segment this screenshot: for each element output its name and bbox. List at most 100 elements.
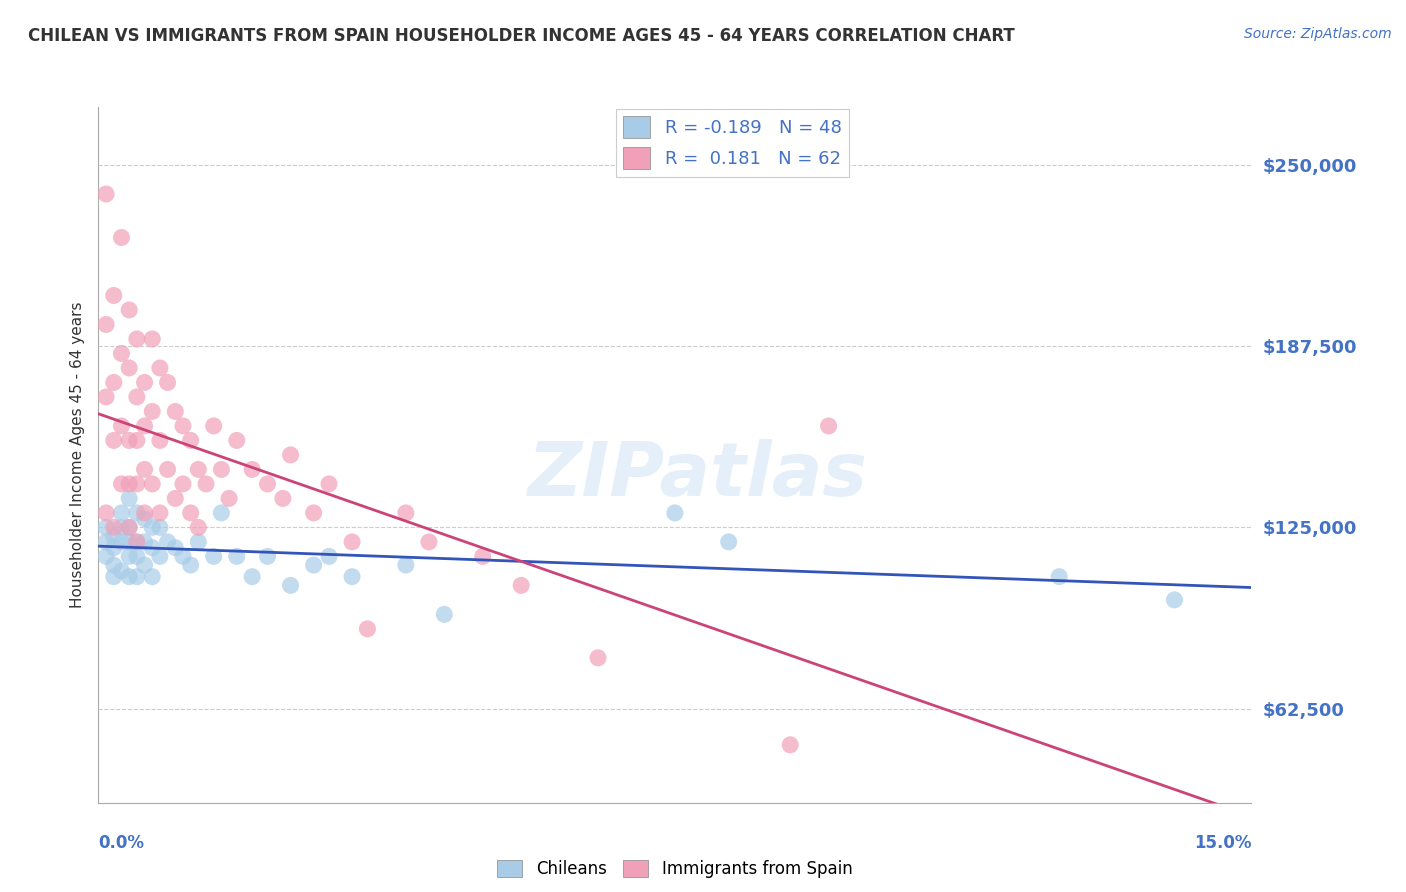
Point xyxy=(103,570,125,584)
Point xyxy=(125,476,148,491)
Point xyxy=(94,318,117,332)
Point xyxy=(1047,570,1070,584)
Point xyxy=(141,541,163,555)
Point xyxy=(134,418,156,433)
Point xyxy=(118,434,141,448)
Point xyxy=(118,302,141,317)
Point xyxy=(149,434,172,448)
Point xyxy=(110,346,132,360)
Point xyxy=(110,506,132,520)
Point xyxy=(340,570,363,584)
Text: CHILEAN VS IMMIGRANTS FROM SPAIN HOUSEHOLDER INCOME AGES 45 - 64 YEARS CORRELATI: CHILEAN VS IMMIGRANTS FROM SPAIN HOUSEHO… xyxy=(28,27,1015,45)
Point xyxy=(318,549,340,564)
Point xyxy=(172,549,194,564)
Point xyxy=(141,520,163,534)
Point xyxy=(172,418,194,433)
Point xyxy=(271,491,294,506)
Point xyxy=(240,462,263,476)
Point xyxy=(302,506,325,520)
Point xyxy=(149,520,172,534)
Point xyxy=(395,558,418,573)
Point xyxy=(125,390,148,404)
Point xyxy=(118,491,141,506)
Point xyxy=(156,534,179,549)
Point xyxy=(471,549,494,564)
Point xyxy=(125,434,148,448)
Y-axis label: Householder Income Ages 45 - 64 years: Householder Income Ages 45 - 64 years xyxy=(69,301,84,608)
Point xyxy=(141,332,163,346)
Point xyxy=(180,434,202,448)
Point xyxy=(817,418,839,433)
Point xyxy=(202,418,225,433)
Point xyxy=(94,534,117,549)
Point xyxy=(118,520,141,534)
Point xyxy=(717,534,740,549)
Point xyxy=(118,360,141,375)
Point xyxy=(118,520,141,534)
Point xyxy=(195,476,218,491)
Point xyxy=(134,511,156,525)
Point xyxy=(225,434,247,448)
Text: 0.0%: 0.0% xyxy=(98,834,145,852)
Point xyxy=(156,376,179,390)
Point xyxy=(280,448,302,462)
Point xyxy=(94,187,117,202)
Point xyxy=(225,549,247,564)
Point xyxy=(149,360,172,375)
Point xyxy=(118,549,141,564)
Point xyxy=(94,506,117,520)
Point xyxy=(209,506,232,520)
Point xyxy=(1163,592,1185,607)
Point xyxy=(141,404,163,418)
Point xyxy=(209,462,232,476)
Point xyxy=(134,558,156,573)
Legend: R = -0.189   N = 48, R =  0.181   N = 62: R = -0.189 N = 48, R = 0.181 N = 62 xyxy=(616,109,849,177)
Point xyxy=(125,534,148,549)
Point xyxy=(103,376,125,390)
Point xyxy=(103,288,125,302)
Point xyxy=(165,404,187,418)
Point xyxy=(418,534,440,549)
Point xyxy=(187,534,209,549)
Point xyxy=(110,520,132,534)
Point xyxy=(118,570,141,584)
Point xyxy=(103,520,125,534)
Point xyxy=(110,230,132,244)
Point xyxy=(103,529,125,543)
Point xyxy=(240,570,263,584)
Text: Source: ZipAtlas.com: Source: ZipAtlas.com xyxy=(1244,27,1392,41)
Point xyxy=(125,570,148,584)
Point xyxy=(165,491,187,506)
Point xyxy=(356,622,378,636)
Point xyxy=(779,738,801,752)
Point xyxy=(149,549,172,564)
Point xyxy=(180,506,202,520)
Point xyxy=(125,534,148,549)
Point xyxy=(134,462,156,476)
Point xyxy=(156,462,179,476)
Point xyxy=(187,520,209,534)
Point xyxy=(202,549,225,564)
Point xyxy=(103,558,125,573)
Point xyxy=(134,376,156,390)
Point xyxy=(110,418,132,433)
Point xyxy=(510,578,533,592)
Text: 15.0%: 15.0% xyxy=(1194,834,1251,852)
Point xyxy=(110,476,132,491)
Point xyxy=(141,570,163,584)
Point xyxy=(256,476,278,491)
Point xyxy=(141,476,163,491)
Point xyxy=(664,506,686,520)
Point xyxy=(110,534,132,549)
Point xyxy=(125,506,148,520)
Point xyxy=(256,549,278,564)
Point xyxy=(180,558,202,573)
Point xyxy=(218,491,240,506)
Point xyxy=(125,549,148,564)
Point xyxy=(302,558,325,573)
Point xyxy=(118,534,141,549)
Point xyxy=(103,434,125,448)
Point xyxy=(94,549,117,564)
Point xyxy=(340,534,363,549)
Point xyxy=(395,506,418,520)
